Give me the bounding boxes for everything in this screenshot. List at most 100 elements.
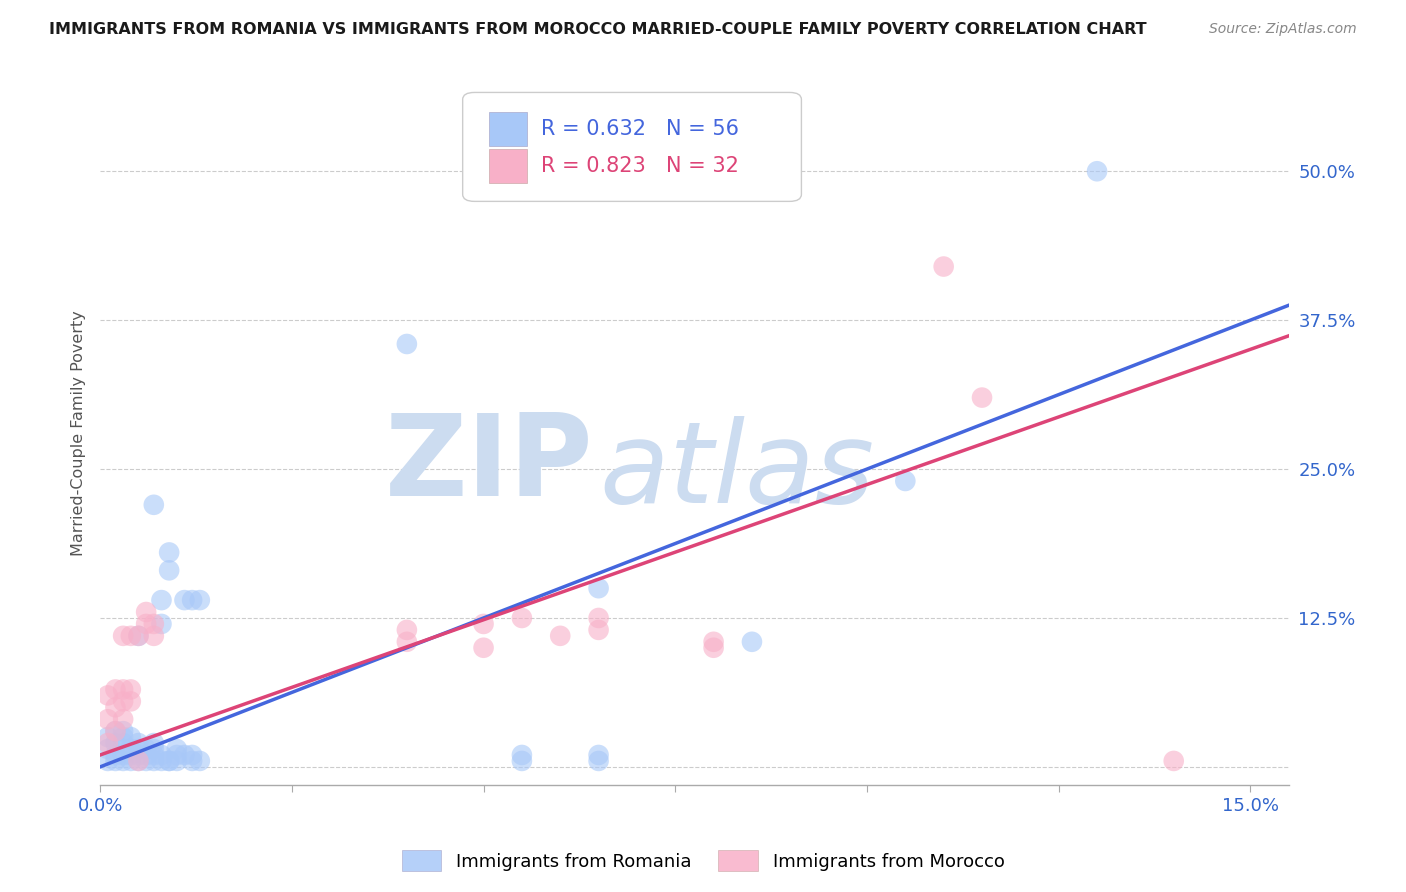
Point <box>395 337 418 351</box>
Point <box>127 754 149 768</box>
Point <box>166 747 188 762</box>
Point <box>142 616 165 631</box>
Point <box>1085 164 1108 178</box>
Point <box>112 747 135 762</box>
Point <box>588 747 610 762</box>
Point <box>135 616 157 631</box>
Point <box>127 736 149 750</box>
Point <box>703 635 725 649</box>
Point <box>510 611 533 625</box>
Point <box>894 474 917 488</box>
Point <box>112 694 135 708</box>
Point <box>395 623 418 637</box>
Point <box>97 742 120 756</box>
Point <box>142 742 165 756</box>
Point <box>395 635 418 649</box>
Point <box>157 754 180 768</box>
Point <box>150 754 173 768</box>
Point <box>157 754 180 768</box>
Text: Source: ZipAtlas.com: Source: ZipAtlas.com <box>1209 22 1357 37</box>
FancyBboxPatch shape <box>489 112 527 146</box>
FancyBboxPatch shape <box>489 149 527 183</box>
Point <box>142 754 165 768</box>
Point <box>472 616 495 631</box>
Text: IMMIGRANTS FROM ROMANIA VS IMMIGRANTS FROM MOROCCO MARRIED-COUPLE FAMILY POVERTY: IMMIGRANTS FROM ROMANIA VS IMMIGRANTS FR… <box>49 22 1147 37</box>
Text: R = 0.823: R = 0.823 <box>541 156 645 177</box>
Point <box>588 623 610 637</box>
Point <box>104 736 127 750</box>
Text: N = 32: N = 32 <box>666 156 738 177</box>
Point <box>97 712 120 726</box>
Point <box>472 640 495 655</box>
Point <box>142 498 165 512</box>
Point <box>142 629 165 643</box>
Point <box>120 747 142 762</box>
Point <box>135 747 157 762</box>
Point <box>120 682 142 697</box>
Point <box>97 730 120 744</box>
Point <box>142 736 165 750</box>
Point <box>510 747 533 762</box>
Point <box>166 754 188 768</box>
Point <box>112 629 135 643</box>
Point <box>181 747 204 762</box>
Legend: Immigrants from Romania, Immigrants from Morocco: Immigrants from Romania, Immigrants from… <box>394 843 1012 879</box>
Point <box>932 260 955 274</box>
Point <box>120 742 142 756</box>
Point <box>112 730 135 744</box>
Point <box>112 712 135 726</box>
Point <box>112 754 135 768</box>
Point <box>157 563 180 577</box>
Point <box>112 736 135 750</box>
Point <box>127 747 149 762</box>
Point <box>97 689 120 703</box>
Point <box>173 747 195 762</box>
Point <box>135 754 157 768</box>
Point <box>112 724 135 739</box>
Point <box>97 754 120 768</box>
Text: atlas: atlas <box>599 417 875 527</box>
Point <box>104 724 127 739</box>
Text: R = 0.632: R = 0.632 <box>541 119 647 139</box>
Point <box>188 593 211 607</box>
Point <box>166 742 188 756</box>
Point <box>142 747 165 762</box>
Point <box>181 593 204 607</box>
Point <box>120 694 142 708</box>
Point <box>157 545 180 559</box>
Point <box>120 754 142 768</box>
Point <box>120 629 142 643</box>
Y-axis label: Married-Couple Family Poverty: Married-Couple Family Poverty <box>72 310 86 557</box>
Point <box>120 730 142 744</box>
Point <box>588 611 610 625</box>
Point <box>588 754 610 768</box>
Point <box>510 754 533 768</box>
Point <box>135 605 157 619</box>
Point <box>104 754 127 768</box>
Point <box>173 593 195 607</box>
Point <box>150 616 173 631</box>
Point <box>741 635 763 649</box>
Point <box>135 742 157 756</box>
Point <box>104 724 127 739</box>
Point <box>112 682 135 697</box>
Point <box>150 747 173 762</box>
Point <box>188 754 211 768</box>
Point <box>127 754 149 768</box>
Point <box>150 593 173 607</box>
FancyBboxPatch shape <box>463 93 801 202</box>
Point <box>104 700 127 714</box>
Point <box>181 754 204 768</box>
Point <box>104 747 127 762</box>
Point <box>127 629 149 643</box>
Point <box>1163 754 1185 768</box>
Point <box>970 391 993 405</box>
Text: N = 56: N = 56 <box>666 119 740 139</box>
Text: ZIP: ZIP <box>385 409 593 520</box>
Point <box>127 742 149 756</box>
Point <box>548 629 571 643</box>
Point <box>703 640 725 655</box>
Point <box>127 629 149 643</box>
Point <box>97 736 120 750</box>
Point <box>104 682 127 697</box>
